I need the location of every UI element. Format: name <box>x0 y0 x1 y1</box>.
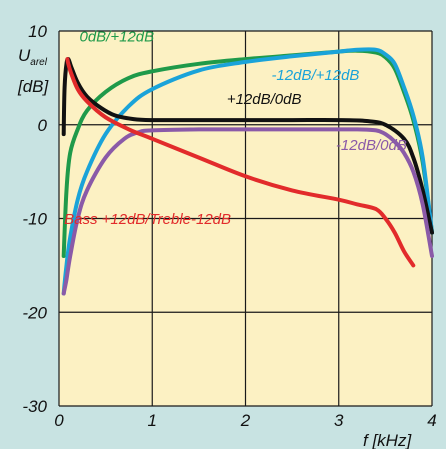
curve-label-1: -12dB/+12dB <box>271 67 359 84</box>
y-axis-unit: [dB] <box>17 77 50 96</box>
x-tick-label-1: 1 <box>148 411 157 430</box>
y-tick-label-1: 0 <box>38 116 48 135</box>
x-tick-label-4: 4 <box>427 411 436 430</box>
y-axis-label-sub: arel <box>30 57 47 68</box>
curve-label-0: 0dB/+12dB <box>79 28 154 45</box>
curve-label-4: Bass +12dB/Treble-12dB <box>64 211 231 228</box>
y-tick-label-0: 10 <box>28 22 47 41</box>
grid-lines <box>58 30 433 407</box>
series-line-3 <box>61 127 434 296</box>
x-tick-label-0: 0 <box>54 411 64 430</box>
y-axis-label: Uarel <box>18 46 48 68</box>
x-axis-label: f [kHz] <box>363 431 412 449</box>
series-line-4 <box>65 57 416 268</box>
curve-labels: 0dB/+12dB -12dB/+12dB +12dB/0dB -12dB/0dB Ba… <box>64 28 407 228</box>
curve-label-3: -12dB/0dB <box>336 137 407 154</box>
x-tick-label-2: 2 <box>240 411 251 430</box>
curve-label-2: +12dB/0dB <box>227 91 302 108</box>
y-tick-label-2: -10 <box>22 210 47 229</box>
y-tick-label-3: -20 <box>22 303 47 322</box>
y-tick-label-4: -30 <box>22 397 47 416</box>
x-tick-label-3: 3 <box>334 411 344 430</box>
series-curves <box>61 47 434 296</box>
tick-labels: 0 1 2 3 4 10 0 -10 -20 -30 <box>22 22 436 430</box>
series-line-1 <box>61 47 434 296</box>
